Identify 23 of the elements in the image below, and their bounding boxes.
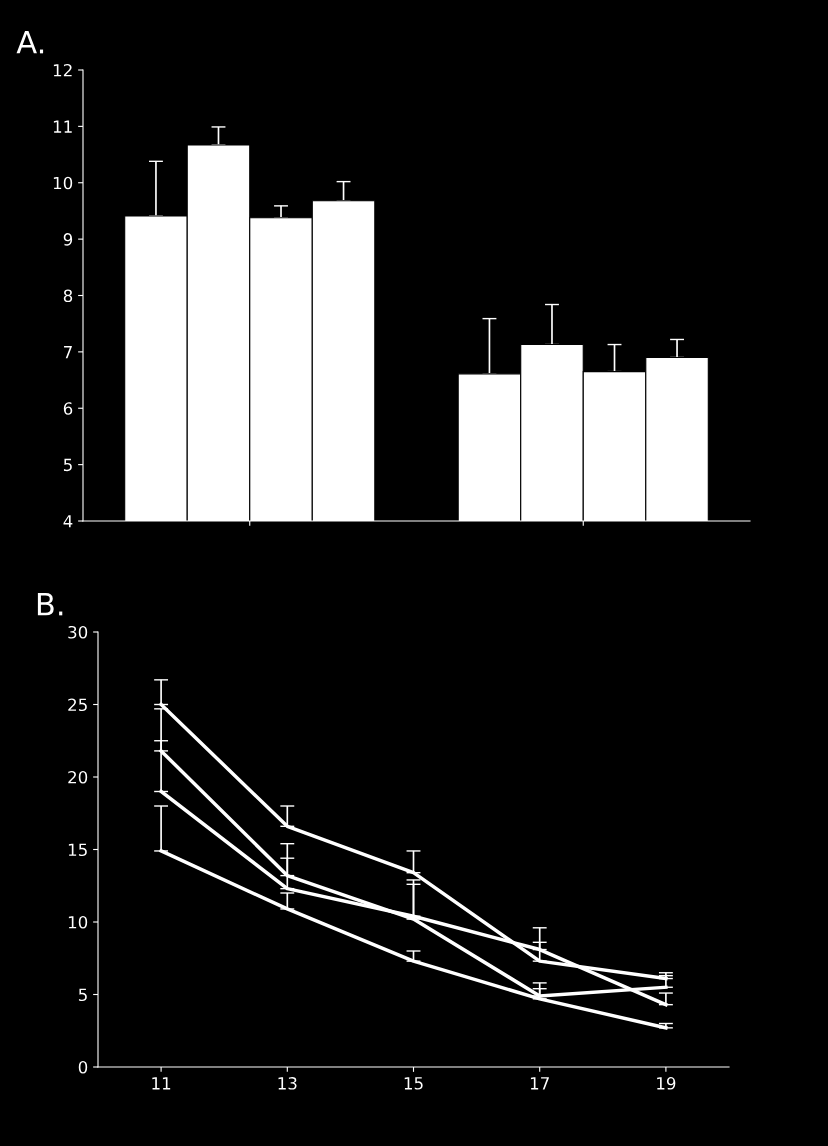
x-tick-label: 13: [278, 1077, 297, 1090]
y-tick-label: 15: [68, 843, 87, 857]
x-tick-label: 19: [657, 1077, 676, 1090]
y-tick-label: 6: [63, 402, 73, 415]
y-tick-label: 5: [78, 988, 87, 1002]
x-tick-label: 17: [530, 1077, 549, 1090]
y-tick-label: 25: [68, 698, 87, 712]
y-tick-label: 20: [68, 770, 88, 784]
x-tick-label: 11: [152, 1077, 171, 1090]
y-tick-label: 10: [68, 915, 88, 929]
y-tick-label: 10: [53, 176, 73, 190]
y-tick-label: 0: [78, 1060, 88, 1074]
y-tick-label: 12: [53, 63, 72, 77]
x-tick-label: 15: [404, 1077, 423, 1090]
y-tick-label: 8: [63, 289, 73, 303]
y-tick-label: 7: [64, 346, 72, 359]
y-tick-label: 11: [53, 120, 72, 133]
chart-title: A.: [16, 31, 44, 54]
y-tick-label: 30: [68, 625, 88, 639]
y-tick-label: 5: [63, 458, 72, 472]
y-tick-label: 9: [63, 233, 73, 246]
chart-title: B.: [37, 593, 63, 616]
y-tick-label: 4: [63, 515, 73, 528]
